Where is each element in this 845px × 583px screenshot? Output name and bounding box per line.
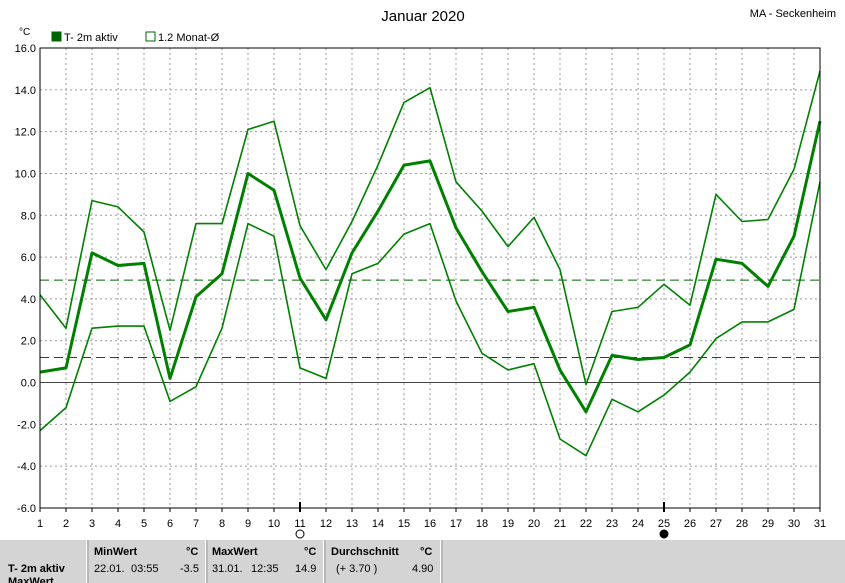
min-unit: °C (186, 546, 199, 558)
legend-label-average: 1.2 Monat-Ø (158, 32, 220, 44)
x-tick-label: 6 (167, 518, 173, 530)
x-tick-label: 12 (320, 518, 332, 530)
x-tick-label: 31 (814, 518, 826, 530)
x-tick-label: 25 (658, 518, 670, 530)
x-tick-label: 9 (245, 518, 251, 530)
avg-unit: °C (420, 546, 433, 558)
x-tick-label: 5 (141, 518, 147, 530)
x-tick-label: 10 (268, 518, 280, 530)
x-tick-labels: 1 2 3 4 5 6 7 8 9 10 11 12 13 14 15 16 17 18 19 20 21 22 23 24 2… (37, 508, 826, 530)
avg-delta: (+ 3.70 ) (336, 563, 378, 575)
x-tick-label: 16 (424, 518, 436, 530)
min-date: 22.01. (94, 563, 125, 575)
y-tick-label: 0.0 (21, 378, 36, 390)
min-time: 03:55 (131, 563, 159, 575)
footer-series-label: T- 2m aktiv (8, 563, 65, 575)
y-axis-unit: °C (19, 27, 30, 38)
x-tick-label: 28 (736, 518, 748, 530)
x-tick-label: 3 (89, 518, 95, 530)
x-tick-label: 7 (193, 518, 199, 530)
legend-label-current: T- 2m aktiv (64, 32, 118, 44)
legend: T- 2m aktiv 1.2 Monat-Ø (51, 31, 220, 44)
x-tick-label: 14 (372, 518, 384, 530)
x-tick-label: 23 (606, 518, 618, 530)
y-tick-label: 12.0 (15, 127, 36, 139)
series-lines (39, 70, 822, 457)
station-label: MA - Seckenheim (750, 8, 836, 20)
footer-divider (440, 540, 443, 583)
max-unit: °C (304, 546, 317, 558)
chart-title: Januar 2020 (381, 8, 464, 25)
y-tick-label: 6.0 (21, 252, 36, 264)
footer-divider (86, 540, 89, 583)
series-line-max (39, 70, 821, 386)
footer-row2-label: MaxWert (8, 576, 54, 583)
max-date: 31.01. (212, 563, 243, 575)
y-tick-label: 16.0 (15, 43, 36, 55)
x-tick-label: 2 (63, 518, 69, 530)
x-tick-label: 20 (528, 518, 540, 530)
reference-lines (40, 279, 820, 358)
y-tick-label: 10.0 (15, 168, 36, 180)
avg-header: Durchschnitt (331, 546, 399, 558)
y-tick-label: -6.0 (17, 503, 36, 515)
y-tick-label: 8.0 (21, 210, 36, 222)
x-tick-label: 11 (294, 518, 305, 530)
legend-swatch-outline (145, 31, 156, 42)
avg-value: 4.90 (412, 563, 434, 575)
x-tick-label: 17 (450, 518, 462, 530)
grid (40, 47, 820, 509)
min-header: MinWert (94, 546, 138, 558)
min-value: -3.5 (180, 563, 199, 575)
x-tick-label: 26 (684, 518, 696, 530)
x-tick-label: 18 (476, 518, 488, 530)
x-tick-label: 22 (580, 518, 592, 530)
statistics-footer (0, 540, 845, 583)
new-moon-icon (659, 529, 669, 539)
x-tick-label: 4 (115, 518, 121, 530)
x-tick-label: 8 (219, 518, 225, 530)
y-tick-labels: -6.0 -4.0 -2.0 0.0 2.0 4.0 6.0 8.0 10.0 12.0 14.0 1… (15, 43, 36, 515)
x-tick-label: 29 (762, 518, 774, 530)
y-tick-label: -4.0 (17, 461, 36, 473)
footer-divider (323, 540, 326, 583)
series-line-min (39, 181, 821, 457)
max-header: MaxWert (212, 546, 258, 558)
x-tick-label: 13 (346, 518, 358, 530)
x-tick-label: 15 (398, 518, 410, 530)
y-tick-label: 4.0 (21, 294, 36, 306)
full-moon-icon (295, 529, 305, 539)
max-time: 12:35 (251, 563, 279, 575)
temperature-chart: Januar 2020 MA - Seckenheim °C T- 2m akt… (15, 8, 836, 539)
x-tick-label: 19 (502, 518, 514, 530)
x-tick-label: 1 (37, 518, 43, 530)
moon-phase-markers (295, 502, 669, 539)
legend-swatch-filled (51, 31, 62, 42)
y-tick-label: -2.0 (17, 419, 36, 431)
footer-divider (205, 540, 208, 583)
series-line-mean (39, 120, 822, 414)
max-value: 14.9 (295, 563, 317, 575)
y-tick-label: 14.0 (15, 85, 36, 97)
x-tick-label: 30 (788, 518, 800, 530)
x-tick-label: 21 (554, 518, 566, 530)
y-tick-label: 2.0 (21, 336, 36, 348)
x-tick-label: 27 (710, 518, 722, 530)
x-tick-label: 24 (632, 518, 644, 530)
